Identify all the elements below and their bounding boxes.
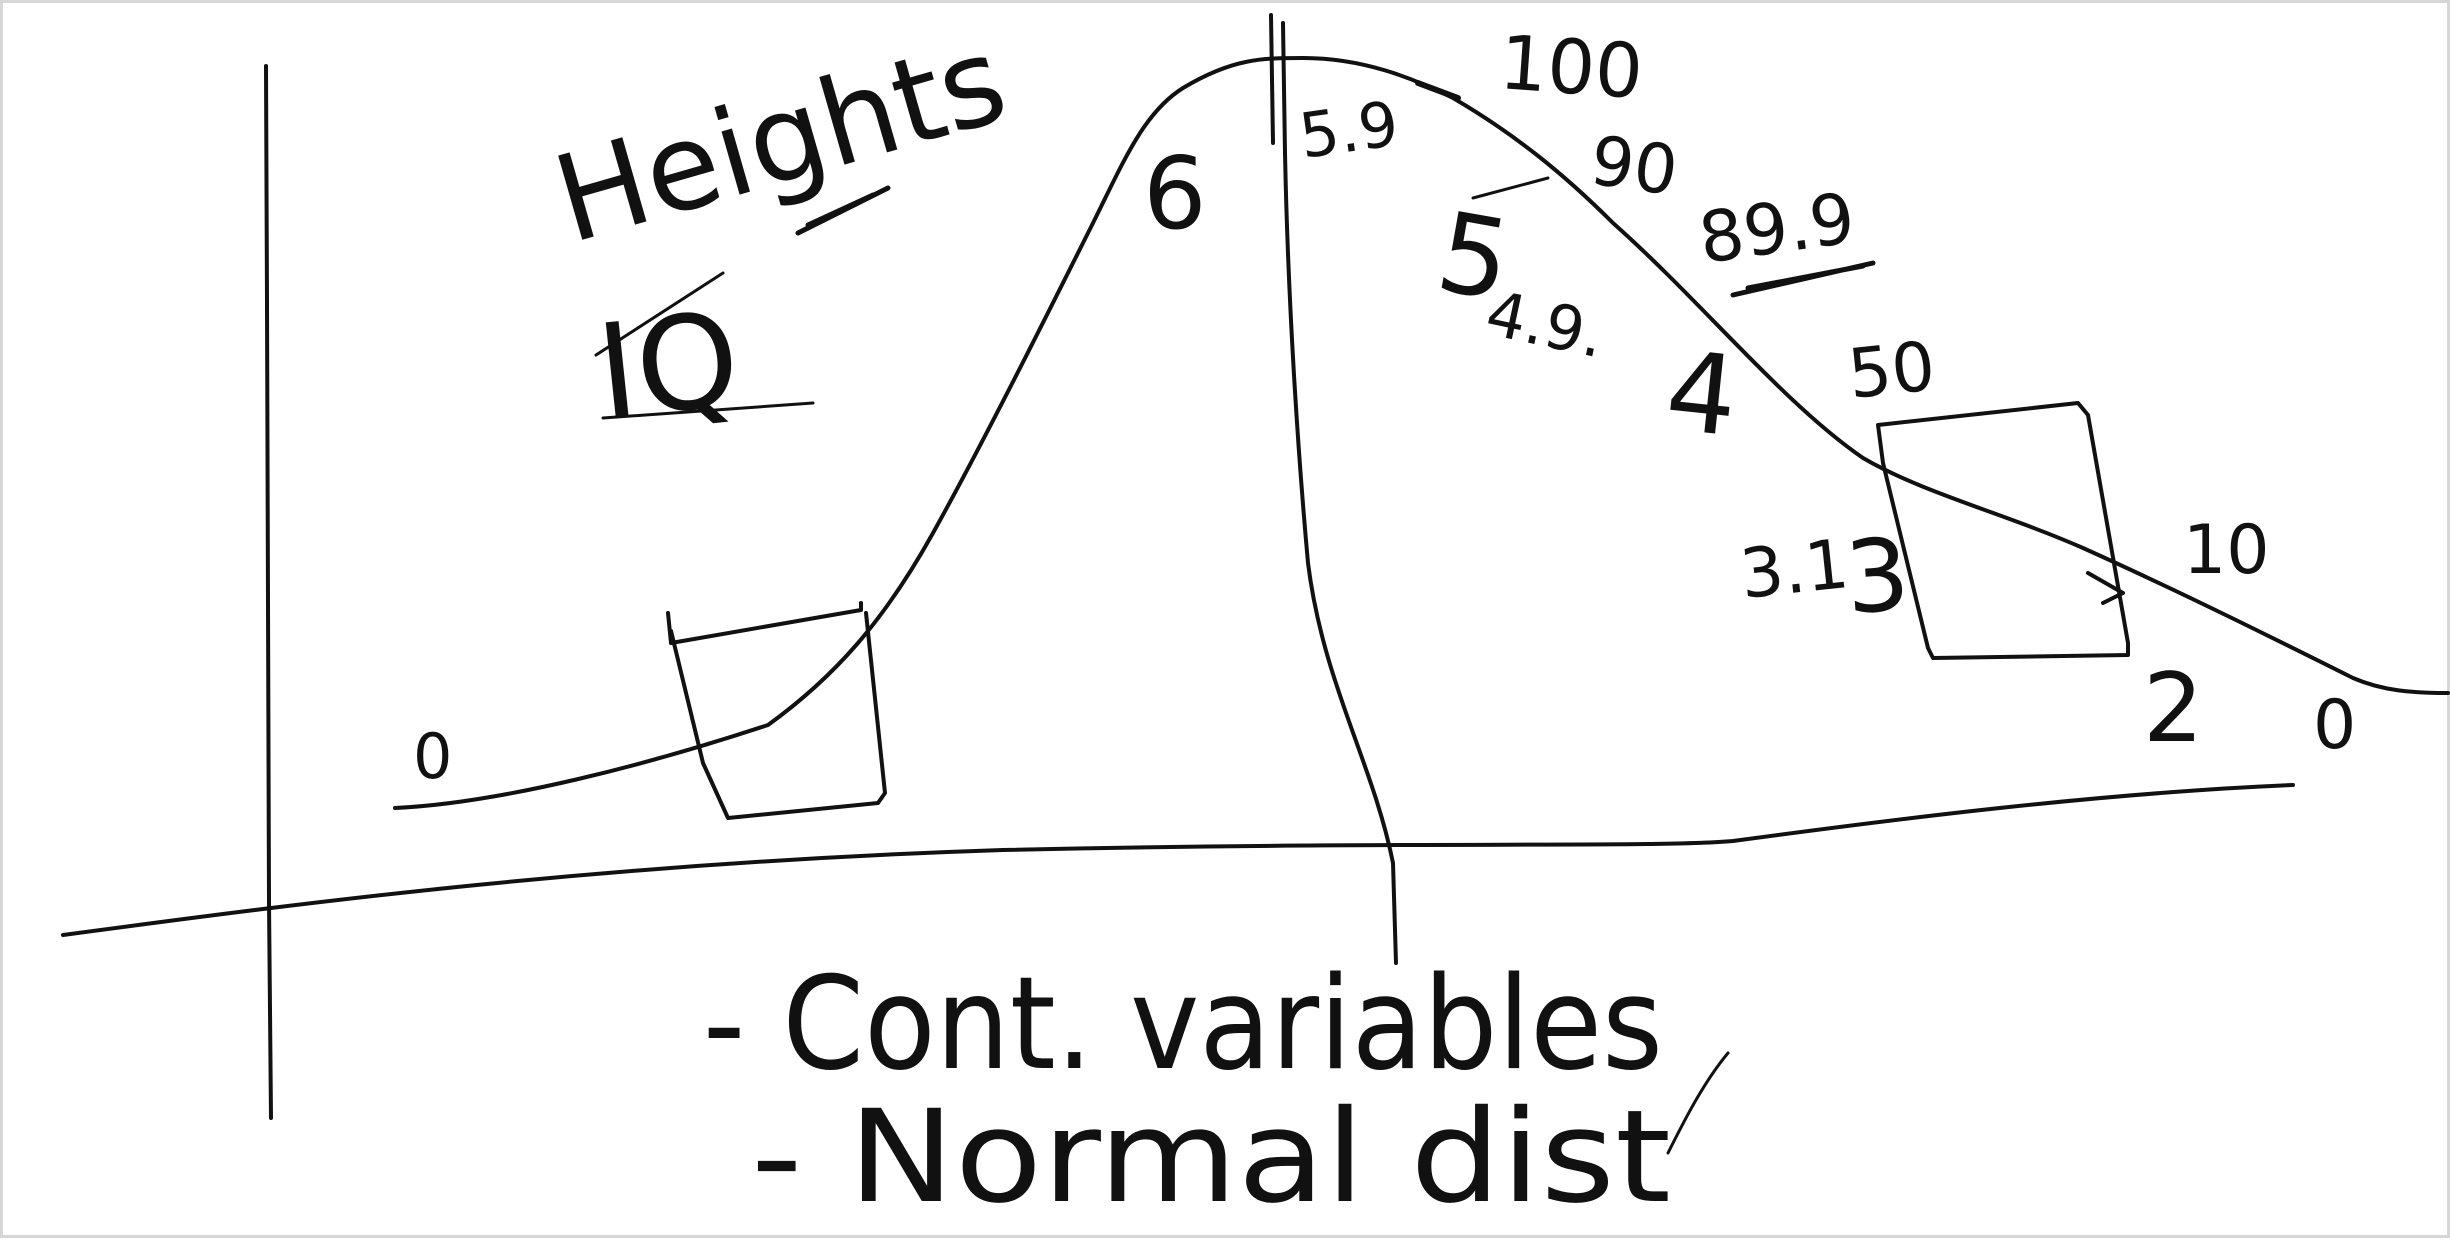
value-0-left-label: 0 [413, 720, 452, 793]
value-90-label: 90 [1586, 122, 1683, 212]
left-tail-box [666, 601, 887, 820]
height-5-9-label: 5.9 [1295, 87, 1403, 173]
cont-variables-label: - Cont. variables [703, 950, 1663, 1099]
mean-line-short [1269, 13, 1275, 145]
iq-label: IQ [590, 283, 746, 449]
normal-distribution-curve [393, 56, 2450, 810]
height-3-label: 3 [1842, 516, 1914, 637]
iq-strike [594, 271, 815, 420]
mean-line-long [1281, 21, 1398, 965]
value-50-label: 50 [1845, 327, 1939, 415]
value-0-right-label: 0 [2313, 686, 2356, 765]
height-3-1-label: 3.1 [1737, 525, 1853, 615]
height-6-label: 6 [1143, 135, 1207, 252]
heights-underline [795, 185, 891, 236]
height-4-9-label: 4.9. [1480, 276, 1611, 372]
peak-underline [1415, 80, 1461, 101]
sketch-drawing: Heights IQ 100 90 89.9 50 10 0 0 6 5.9 5… [61, 11, 2450, 1232]
normal-dist-label: - Normal dist [751, 1083, 1671, 1232]
height-2-label: 2 [2143, 654, 2203, 764]
right-arrow-tip [2086, 571, 2125, 605]
value-89-9-label: 89.9 [1694, 177, 1860, 280]
y-axis-line [264, 64, 273, 1120]
val-89-9-underline [1730, 260, 1876, 298]
height-4-label: 4 [1660, 327, 1743, 462]
heights-label: Heights [541, 11, 1021, 271]
five-bar [1471, 176, 1550, 200]
right-tail-box [1876, 401, 2130, 660]
value-10-label: 10 [2183, 511, 2270, 590]
check-stroke [1666, 1051, 1730, 1155]
peak-100-label: 100 [1497, 18, 1646, 116]
